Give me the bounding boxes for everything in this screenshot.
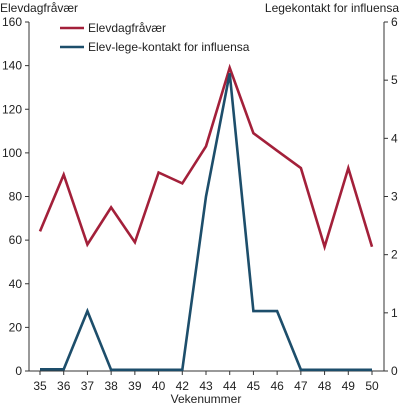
x-tick-label: 50 — [365, 379, 379, 393]
x-tick-label: 35 — [33, 379, 47, 393]
x-tick-label: 38 — [104, 379, 118, 393]
right-tick-label: 5 — [391, 73, 398, 87]
legend-label-1: Elevdagfråvær — [88, 21, 166, 35]
right-tick-label: 4 — [391, 131, 398, 145]
x-tick-label: 44 — [223, 379, 237, 393]
series-line-2 — [40, 72, 372, 372]
x-tick-label: 42 — [176, 379, 190, 393]
left-tick-label: 160 — [2, 15, 22, 29]
left-tick-label: 0 — [15, 364, 22, 378]
x-tick-label: 48 — [318, 379, 332, 393]
left-axis-label: Elevdagfråvær — [0, 1, 78, 15]
right-tick-label: 3 — [391, 190, 398, 204]
right-tick-label: 6 — [391, 15, 398, 29]
left-tick-label: 80 — [9, 190, 23, 204]
right-tick-label: 2 — [391, 248, 398, 262]
x-tick-label: 40 — [152, 379, 166, 393]
x-tick-label: 43 — [199, 379, 213, 393]
series-layer — [38, 63, 374, 372]
right-tick-label: 0 — [391, 364, 398, 378]
right-axis-label: Legekontakt for influensa — [265, 1, 399, 15]
x-tick-label: 47 — [294, 379, 308, 393]
x-tick-label: 36 — [57, 379, 71, 393]
left-tick-label: 140 — [2, 59, 22, 73]
series-line-1 — [38, 63, 374, 252]
x-tick-label: 45 — [247, 379, 261, 393]
legend: Elevdagfråvær Elev-lege-kontakt for influ… — [60, 21, 250, 54]
x-axis-label: Vekenummer — [171, 392, 242, 406]
x-tick-label: 37 — [81, 379, 95, 393]
legend-label-2: Elev-lege-kontakt for influensa — [88, 40, 250, 54]
left-tick-label: 60 — [9, 233, 23, 247]
left-tick-label: 40 — [9, 277, 23, 291]
right-tick-label: 1 — [391, 306, 398, 320]
left-tick-label: 120 — [2, 102, 22, 116]
x-tick-label: 39 — [128, 379, 142, 393]
x-tick-label: 49 — [342, 379, 356, 393]
left-tick-label: 20 — [9, 320, 23, 334]
x-tick-label: 46 — [270, 379, 284, 393]
left-tick-label: 100 — [2, 146, 22, 160]
